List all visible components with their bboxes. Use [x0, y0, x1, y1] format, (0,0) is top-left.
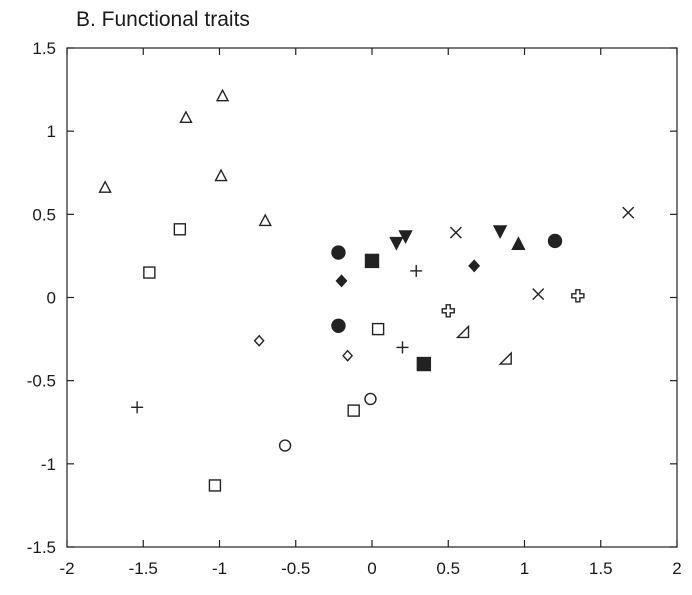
axes-group: -2 -1.5 -1 -0.5 0 0.5 1 1.5 2-1.5-1-0.500.511.5 — [27, 39, 682, 578]
open-square-point — [173, 223, 187, 236]
y-tick-label: -1 — [41, 455, 56, 474]
filled-circle-point — [331, 245, 346, 260]
x-tick-label: -2 — [59, 559, 74, 578]
right-triangle-point — [498, 351, 512, 365]
x-tick-label: -1 — [212, 559, 227, 578]
filled-triangle-down-point — [398, 230, 413, 244]
filled-square-point — [416, 356, 432, 372]
open-triangle-point — [258, 213, 272, 227]
y-tick-label: 0 — [47, 289, 56, 308]
filled-diamond-point — [468, 259, 481, 273]
plus-point — [131, 401, 144, 414]
y-tick-label: 0.5 — [32, 205, 56, 224]
x-tick-label: 2 — [672, 559, 681, 578]
x-tick-label: 1.5 — [589, 559, 613, 578]
open-diamond-point — [342, 349, 354, 362]
open-triangle-point — [98, 180, 112, 193]
open-square-point — [143, 266, 156, 279]
open-square-point — [347, 404, 360, 417]
filled-triangle-point — [511, 236, 526, 250]
open-triangle-point — [179, 110, 193, 124]
x-tick-label: 1 — [520, 559, 529, 578]
filled-triangle-down-point — [389, 236, 404, 251]
open-plus-point — [441, 304, 455, 318]
cross-point — [532, 288, 545, 301]
x-tick-label: 0.5 — [436, 559, 460, 578]
plot-frame — [66, 47, 678, 548]
open-plus-point — [571, 289, 585, 303]
open-triangle-point — [214, 168, 228, 182]
filled-triangle-down-point — [492, 225, 508, 239]
plus-point — [410, 264, 423, 277]
filled-diamond-point — [335, 274, 348, 288]
right-triangle-point — [455, 324, 470, 339]
x-tick-label: -0.5 — [281, 559, 310, 578]
x-tick-label: -1.5 — [129, 559, 158, 578]
filled-circle-point — [547, 233, 563, 249]
plus-point — [396, 341, 409, 354]
open-circle-point — [278, 439, 292, 452]
chart-title: B. Functional traits — [76, 8, 250, 31]
y-tick-label: 1.5 — [32, 39, 56, 58]
open-triangle-point — [215, 88, 230, 102]
y-tick-label: -0.5 — [27, 372, 56, 391]
y-tick-label: -1.5 — [27, 538, 56, 557]
filled-circle-point — [331, 318, 346, 333]
cross-point — [449, 226, 462, 239]
open-circle-point — [364, 392, 377, 406]
filled-square-point — [364, 253, 380, 269]
open-square-point — [371, 322, 385, 336]
data-points-group — [98, 88, 635, 492]
open-diamond-point — [253, 334, 265, 347]
y-tick-label: 1 — [47, 122, 56, 141]
cross-point — [622, 206, 635, 219]
open-square-point — [208, 479, 222, 492]
x-tick-label: 0 — [367, 559, 376, 578]
